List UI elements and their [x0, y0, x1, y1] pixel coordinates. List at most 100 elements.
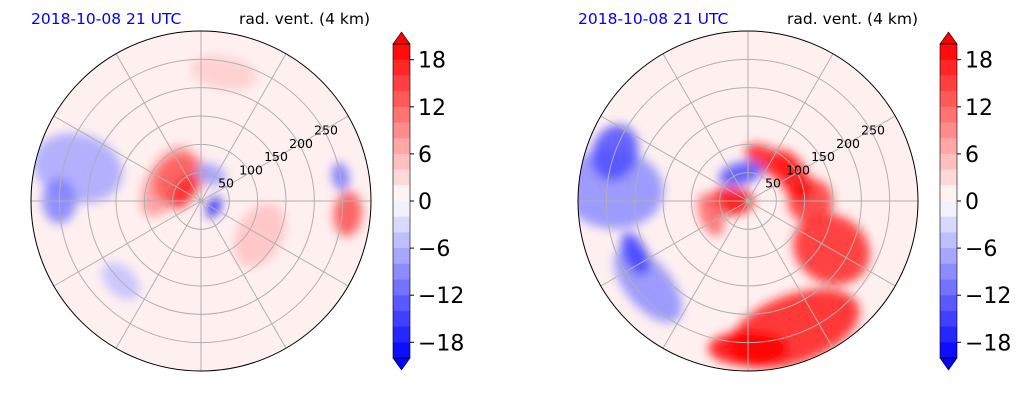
colorbar-tick-label: 6	[965, 143, 979, 168]
radial-line	[600, 200, 749, 287]
radial-line	[662, 53, 749, 202]
colorbar-band	[393, 279, 410, 296]
colorbar-band	[393, 59, 410, 76]
colorbar-tick-label: 12	[965, 96, 993, 121]
range-ring-label: 100	[786, 162, 810, 177]
colorbar-tick-label: 0	[418, 190, 432, 215]
colorbar-band	[393, 201, 410, 218]
colorbar-band	[393, 138, 410, 155]
colorbar-right: 18 12 6 0 −6 −12 −18	[939, 31, 1011, 371]
colorbar-tick-label: 0	[965, 190, 979, 215]
panel-right: 2018-10-08 21 UTC rad. vent. (4 km) 50 10…	[577, 10, 1011, 372]
radial-line	[53, 200, 202, 287]
range-ring-label: 250	[861, 122, 885, 137]
radial-line	[115, 200, 202, 349]
colorbar-band	[940, 248, 957, 265]
colorbar-band	[940, 263, 957, 280]
colorbar-band	[393, 216, 410, 233]
range-ring-label: 200	[289, 136, 313, 151]
colorbar-tick-label: −6	[418, 237, 450, 262]
colorbar-band	[393, 122, 410, 139]
colorbar-band	[940, 295, 957, 312]
colorbar-band	[940, 75, 957, 92]
panel-left-title-variable: rad. vent. (4 km)	[239, 10, 370, 28]
colorbar-extend-min	[392, 357, 411, 371]
radial-line	[200, 115, 349, 202]
radial-line	[600, 115, 749, 202]
colorbar-band	[393, 342, 410, 359]
colorbar-band	[940, 106, 957, 123]
polar-grid-right	[577, 30, 919, 372]
colorbar-band	[940, 279, 957, 296]
colorbar-tick-label: 18	[965, 49, 993, 74]
colorbar-band	[393, 44, 410, 61]
velocity-blob	[206, 196, 222, 218]
colorbar-band	[393, 232, 410, 249]
colorbar-tick-label: −12	[965, 284, 1011, 309]
colorbar-tick-label: 18	[418, 49, 446, 74]
polar-frame	[577, 30, 919, 372]
range-ring-label: 250	[314, 122, 338, 137]
colorbar-tick-label: −18	[418, 331, 464, 356]
colorbar-band	[393, 169, 410, 186]
colorbar-band	[940, 342, 957, 359]
colorbar-band	[393, 106, 410, 123]
polar-frame	[30, 30, 372, 372]
colorbar-band	[393, 326, 410, 343]
radial-line	[115, 53, 202, 202]
colorbar-extend-max	[392, 31, 411, 45]
colorbar-band	[940, 310, 957, 328]
polar-plot-right	[578, 31, 918, 371]
colorbar-extend-min	[939, 357, 958, 371]
range-ring-label: 150	[811, 149, 835, 164]
range-ring-label: 100	[239, 162, 263, 177]
colorbar-band	[393, 310, 410, 328]
velocity-blob	[578, 149, 664, 229]
radial-line	[200, 200, 287, 349]
colorbar-band	[940, 185, 957, 202]
radial-line	[200, 200, 349, 287]
range-ring-label: 200	[836, 136, 860, 151]
velocity-blob	[620, 232, 650, 275]
colorbar-tick-label: −12	[418, 284, 464, 309]
panel-right-title-variable: rad. vent. (4 km)	[787, 10, 918, 28]
panel-left-title-date: 2018-10-08 21 UTC	[31, 10, 181, 28]
range-ring-label: 150	[264, 149, 288, 164]
colorbar-tick-label: −18	[965, 331, 1011, 356]
colorbar-band	[393, 248, 410, 265]
panel-left: 2018-10-08 21 UTC rad. vent. (4 km) 50 10…	[30, 10, 464, 372]
colorbar-band	[940, 326, 957, 343]
colorbar-band	[940, 153, 957, 171]
colorbar-band	[940, 91, 957, 108]
velocity-blob	[190, 54, 258, 91]
radial-line	[747, 115, 896, 202]
colorbar-band	[940, 216, 957, 233]
radial-line	[662, 200, 749, 349]
colorbar-band	[940, 169, 957, 186]
range-ring-label: 50	[218, 176, 234, 191]
colorbar-band	[940, 201, 957, 218]
colorbar-extend-max	[939, 31, 958, 45]
polar-grid-left	[30, 30, 372, 372]
colorbar-band	[393, 263, 410, 280]
radial-line	[747, 53, 834, 202]
colorbar-band	[393, 295, 410, 312]
colorbar-band	[940, 138, 957, 155]
colorbar-band	[393, 153, 410, 171]
radial-line	[53, 115, 202, 202]
radial-line	[747, 200, 896, 287]
colorbar-band	[940, 59, 957, 76]
colorbar-band	[393, 75, 410, 92]
colorbar-band	[940, 44, 957, 61]
colorbar-left: 18 12 6 0 −6 −12 −18	[392, 31, 464, 371]
colorbar-band	[393, 185, 410, 202]
colorbar-tick-label: 6	[418, 143, 432, 168]
colorbar-band	[393, 91, 410, 108]
colorbar-band	[940, 232, 957, 249]
radial-line	[747, 200, 834, 349]
radial-line	[200, 53, 287, 202]
colorbar-tick-label: −6	[965, 237, 997, 262]
